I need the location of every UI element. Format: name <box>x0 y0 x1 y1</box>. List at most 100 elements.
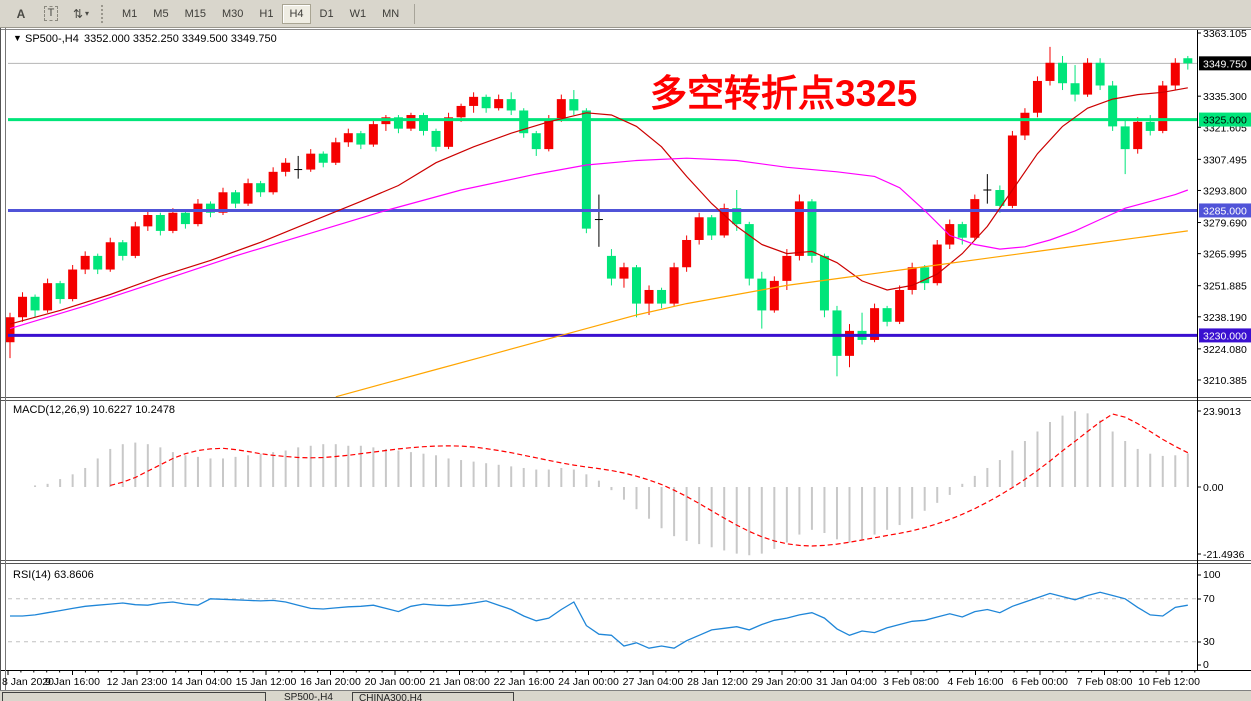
price-tick-label: 3293.800 <box>1203 185 1247 197</box>
candle-body <box>343 133 353 143</box>
candle-body <box>205 203 215 213</box>
price-tick-label: 3307.495 <box>1203 154 1247 166</box>
candle-body <box>870 308 880 340</box>
candle-body <box>356 133 366 145</box>
candle-body <box>231 192 241 204</box>
time-tick-label: 31 Jan 04:00 <box>816 676 877 688</box>
candle-body <box>456 105 466 118</box>
text-tool-button[interactable]: A <box>8 3 34 25</box>
candle-body <box>431 130 441 147</box>
timeframe-button-mn[interactable]: MN <box>382 7 400 20</box>
price-badge <box>1199 56 1251 71</box>
timeframe-button-w1[interactable]: W1 <box>349 7 367 20</box>
candle-body <box>995 190 1005 206</box>
candle-body <box>331 142 341 163</box>
timeframe-bar: M1 M5 M15 M30 H1 H4 D1 W1 MN <box>115 3 408 24</box>
chart-background <box>0 28 1251 701</box>
toolbar: A T ⇅ ▾ M1 M5 M15 M30 H1 H4 D1 W1 MN <box>0 0 1251 28</box>
candle-body <box>1070 83 1080 95</box>
price-badge-label: 3349.750 <box>1203 58 1247 70</box>
toolbar-grip[interactable] <box>101 4 108 23</box>
macd-label: MACD(12,26,9) 10.6227 10.2478 <box>13 404 175 416</box>
candle-body <box>5 317 15 343</box>
candle-body <box>569 99 579 111</box>
rsi-tick-label: 70 <box>1203 593 1215 605</box>
time-tick-label: 6 Feb 00:00 <box>1012 676 1068 688</box>
time-tick-label: 16 Jan 20:00 <box>300 676 361 688</box>
time-tick-label: 10 Feb 12:00 <box>1138 676 1200 688</box>
timeframe-button-h1[interactable]: H1 <box>259 7 274 20</box>
candle-body <box>80 255 90 270</box>
candle-body <box>1083 62 1093 95</box>
macd-tick-label: 23.9013 <box>1203 406 1241 418</box>
candle-body <box>732 208 742 225</box>
timeframe-button-m15[interactable]: M15 <box>184 7 206 20</box>
candle-body <box>243 183 253 204</box>
candle-body <box>118 242 128 256</box>
candle-body <box>1032 80 1042 113</box>
chart-tab[interactable]: CHINA300,H4 <box>352 692 514 701</box>
candle-body <box>632 267 641 304</box>
chart-area[interactable]: 3363.1053335.3003321.6053307.4953293.800… <box>0 28 1251 701</box>
time-tick-label: 21 Jan 08:00 <box>429 676 490 688</box>
candle-body <box>1145 121 1155 131</box>
text-label-tool-button[interactable]: T <box>38 3 64 25</box>
time-tick-label: 14 Jan 04:00 <box>171 676 232 688</box>
candle-body <box>807 201 817 256</box>
chart-tab-label: CHINA300,H4 <box>359 693 423 701</box>
chart-tab-active[interactable]: SP500-,H4 <box>278 692 348 701</box>
candle-body <box>1007 135 1017 206</box>
chart-tab-label: SP500-,H4 <box>284 692 333 701</box>
price-badge-label: 3230.000 <box>1203 330 1247 342</box>
timeframe-button-m1[interactable]: M1 <box>122 7 138 20</box>
chart-title-symbol: SP500-,H4 <box>25 33 79 45</box>
time-tick-label: 7 Feb 08:00 <box>1076 676 1132 688</box>
candle-body <box>130 226 140 256</box>
candle-body <box>694 217 704 240</box>
candle-body <box>970 199 980 238</box>
candle-body <box>281 162 291 172</box>
candle-body <box>682 239 692 268</box>
text-label-icon: T <box>43 6 59 21</box>
price-badge <box>1199 112 1251 127</box>
timeframe-button-d1[interactable]: D1 <box>319 7 334 20</box>
candle-body <box>531 133 541 150</box>
rsi-tick-label: 100 <box>1203 569 1221 581</box>
candle-body <box>418 115 428 131</box>
price-badge <box>1199 203 1251 218</box>
letter-a-icon: A <box>16 6 26 21</box>
candle-body <box>945 224 955 245</box>
candle-body <box>707 217 717 236</box>
candle-body <box>406 115 416 129</box>
candle-body <box>895 289 905 322</box>
candle-body <box>1095 62 1105 86</box>
timeframe-button-m30[interactable]: M30 <box>221 7 244 20</box>
time-tick-label: 15 Jan 12:00 <box>236 676 297 688</box>
candle-body <box>556 99 566 120</box>
arrows-tool-button[interactable]: ⇅ ▾ <box>68 3 94 25</box>
timeframe-button-m5[interactable]: M5 <box>153 7 169 20</box>
chart-dropdown-icon[interactable]: ▼ <box>13 33 22 43</box>
candle-body <box>644 289 654 304</box>
candle-body <box>143 214 153 227</box>
candle-body <box>43 283 53 311</box>
candle-body <box>845 330 855 356</box>
time-tick-label: 8 Jan 2020 <box>2 676 54 688</box>
candle-body <box>256 183 266 193</box>
candle-body <box>832 310 842 356</box>
candle-body <box>920 267 930 284</box>
candle-body <box>193 203 203 225</box>
chart-tab[interactable] <box>2 692 266 701</box>
macd-signal-line <box>110 413 1189 547</box>
candle-body <box>1158 85 1168 131</box>
candle-body <box>368 124 378 145</box>
timeframe-button-h4[interactable]: H4 <box>282 3 311 24</box>
candle-body <box>218 192 228 213</box>
candle-body <box>519 110 529 134</box>
chart-title-ohlc: 3352.000 3352.250 3349.500 3349.750 <box>84 33 277 45</box>
rsi-line <box>10 591 1188 649</box>
candle-body <box>318 153 328 163</box>
price-tick-label: 3210.385 <box>1203 375 1247 387</box>
annotation-text: 多空转折点3325 <box>650 73 917 114</box>
candle-body <box>581 110 591 229</box>
